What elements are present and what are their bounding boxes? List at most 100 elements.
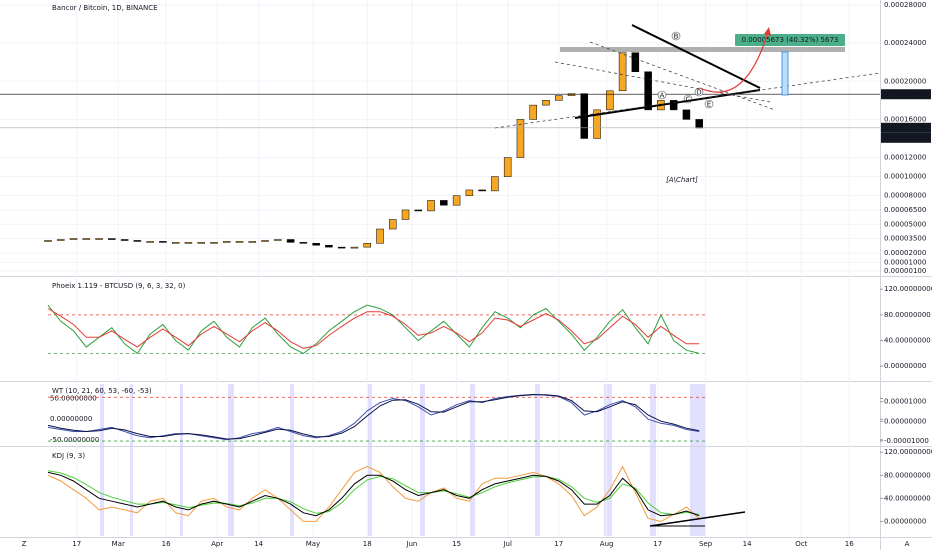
x-tick-label: 17: [72, 540, 81, 548]
wave-point-label: A: [660, 92, 665, 100]
countdown: 15:56:56: [887, 134, 919, 142]
wave-point-label: B: [674, 33, 679, 41]
candle: [542, 100, 550, 106]
wave-point: [694, 87, 704, 97]
projection-arrow: [699, 31, 769, 93]
candle: [669, 100, 678, 111]
band: [690, 384, 706, 536]
candle: [491, 176, 499, 192]
candle: [682, 109, 691, 120]
series-line: [47, 471, 700, 517]
wave-point-label: E: [707, 101, 711, 109]
x-tick-label: 15: [452, 540, 461, 548]
y-tick-label: 0.00010000: [884, 173, 926, 181]
candle: [235, 241, 244, 243]
candle: [389, 219, 397, 230]
candle: [427, 200, 435, 212]
candle: [274, 239, 282, 241]
candle: [401, 209, 410, 220]
dashed-line: [494, 72, 881, 129]
candle: [312, 243, 320, 246]
candle: [350, 246, 359, 249]
x-tick-label: 17: [554, 540, 563, 548]
price-tag-label: 0.00015121: [884, 124, 926, 132]
y-tick-label: 0.00000100: [884, 267, 926, 275]
candle: [197, 242, 205, 244]
candle: [631, 52, 640, 73]
y-tick-label: 0.00020000: [884, 77, 926, 85]
pane-title: Phoeix 1.119 - BTCUSD (9, 6, 3, 32, 0): [52, 282, 186, 290]
candle: [529, 104, 537, 120]
x-tick-label: 14: [743, 540, 752, 548]
series-line: [47, 465, 700, 522]
wave-point: [671, 31, 681, 41]
wave-point-label: D: [696, 89, 701, 97]
arrow-head: [764, 27, 771, 36]
x-tick-label: 18: [363, 540, 372, 548]
candle: [567, 93, 576, 96]
y-tick-label: 0.00000000: [50, 415, 92, 423]
candle: [337, 246, 346, 249]
candle: [376, 228, 384, 244]
series-line: [47, 470, 700, 516]
corner-label: A: [905, 540, 910, 548]
candle: [593, 109, 601, 139]
band: [368, 384, 372, 536]
wave-point: [704, 99, 714, 109]
x-tick-label: Apr: [211, 540, 223, 548]
x-tick-label: Mar: [112, 540, 125, 548]
price-tag-label: 0.00018643: [884, 90, 926, 98]
candle: [57, 239, 65, 241]
series-line: [47, 304, 700, 355]
y-tick-label: 0.00000000: [884, 517, 926, 525]
measure-tag: [735, 34, 845, 46]
candle: [325, 244, 333, 248]
candle: [108, 238, 116, 240]
band: [100, 384, 104, 536]
wave-point-label: C: [686, 96, 691, 104]
candle: [82, 238, 91, 240]
price-tag: [881, 89, 931, 100]
y-tick-label: 50.00000000: [50, 395, 97, 403]
y-tick-label: 0.00001000: [884, 258, 926, 266]
candle: [159, 241, 167, 243]
y-tick-label: -50.00000000: [50, 436, 99, 444]
candle: [363, 243, 371, 248]
band: [535, 384, 540, 536]
candle: [299, 242, 308, 244]
candle: [210, 242, 218, 244]
y-tick-label: 0.00024000: [884, 39, 926, 47]
candle: [554, 95, 563, 101]
candle: [452, 195, 461, 206]
x-tick-label: Aug: [600, 540, 614, 548]
candle: [248, 241, 257, 243]
candle: [44, 240, 52, 242]
candle: [503, 157, 512, 177]
y-tick-label: 0.00012000: [884, 154, 926, 162]
candle: [184, 242, 193, 244]
y-tick-label: 120.00000000: [884, 285, 932, 293]
countdown-tag: [881, 132, 931, 143]
candle: [440, 200, 448, 206]
candle: [223, 241, 231, 243]
band: [420, 384, 425, 536]
band: [470, 384, 475, 536]
x-tick-label: 17: [653, 540, 662, 548]
candle: [606, 90, 614, 111]
candle: [133, 240, 142, 242]
drawings: [494, 24, 881, 527]
x-tick-label: Oct: [795, 540, 807, 548]
dashed-line: [589, 41, 776, 111]
trendline: [631, 24, 761, 89]
candle: [286, 239, 295, 243]
candle: [478, 189, 486, 192]
band: [290, 384, 294, 536]
band: [650, 384, 656, 536]
candle: [261, 240, 269, 242]
x-tick-label: May: [306, 540, 320, 548]
resistance-zone: [560, 47, 845, 52]
candle: [465, 189, 474, 196]
candle: [95, 238, 103, 240]
x-tick-label: 16: [845, 540, 854, 548]
x-tick-label: Jul: [502, 540, 512, 548]
